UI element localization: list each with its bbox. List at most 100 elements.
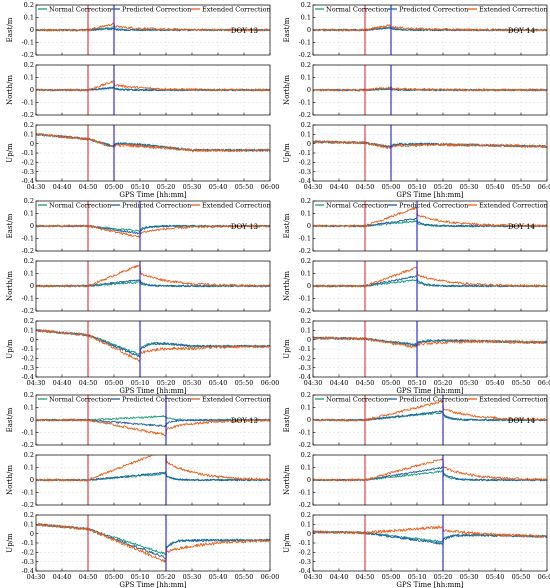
y-tick-label: -0.1 [21, 149, 34, 157]
series-lines [36, 22, 270, 32]
y-tick-label: 0.1 [301, 210, 311, 218]
y-tick-label: -0.2 [298, 307, 311, 315]
y-tick-label: -0.2 [21, 51, 34, 59]
x-tick-label: 04:50 [79, 379, 98, 387]
y-tick-label: 0 [307, 336, 311, 344]
y-tick-label: -0.3 [298, 558, 311, 566]
panel-up: 04:30 04:40 04:50 05:00 05:10 05:20 05:30 05:40… [6, 317, 279, 387]
panel-up: 04:30 04:40 04:50 05:00 05:10 05:20 05:30 05:40… [283, 317, 550, 387]
y-tick-label: 0 [30, 476, 34, 484]
y-tick-label: 0.1 [24, 210, 34, 218]
series-line-extended [36, 523, 270, 563]
series-line-extended [36, 80, 270, 92]
x-tick-label: 04:40 [53, 183, 72, 191]
x-tick-label: 04:40 [53, 379, 72, 387]
y-tick-label: -0.1 [298, 295, 311, 303]
doy-label: DOY 14 [508, 417, 536, 425]
y-tick-label: 0.2 [24, 391, 34, 399]
series-line-predicted [313, 275, 547, 288]
legend: Normal Correction Predicted Correction Ext… [315, 6, 548, 14]
x-tick-label: 05:20 [157, 379, 176, 387]
y-tick-label: 0.1 [24, 270, 34, 278]
y-tick-label: -0.4 [298, 373, 311, 381]
y-tick-label: -0.1 [21, 429, 34, 437]
series-lines [36, 455, 270, 482]
x-tick-label: 04:30 [304, 183, 323, 191]
legend-entry-normal: Normal Correction [326, 396, 388, 404]
y-tick-label: 0.2 [301, 61, 311, 69]
x-tick-label: 05:40 [486, 573, 505, 581]
y-tick-label: 0 [307, 86, 311, 94]
y-tick-label: 0 [307, 416, 311, 424]
y-tick-label: 0 [30, 26, 34, 34]
y-axis-label: North/m [6, 75, 14, 105]
y-tick-label: 0.2 [301, 317, 311, 325]
x-tick-label: 05:50 [235, 183, 254, 191]
y-tick-label: 0.1 [24, 74, 34, 82]
y-tick-label: 0.2 [24, 317, 34, 325]
doy-label: DOY 14 [508, 27, 536, 35]
y-tick-label: -0.2 [298, 549, 311, 557]
y-tick-label: -0.1 [298, 429, 311, 437]
legend-entry-normal: Normal Correction [326, 6, 388, 14]
y-tick-label: -0.1 [298, 345, 311, 353]
legend-entry-extended: Extended Correction [202, 396, 271, 404]
x-tick-label: 06:00 [538, 573, 550, 581]
y-tick-label: -0.4 [21, 373, 34, 381]
x-tick-label: 05:20 [434, 183, 453, 191]
panel-frame [35, 320, 271, 378]
doy-label: DOY 13 [231, 417, 258, 425]
y-tick-label: 0.1 [24, 521, 34, 529]
legend-entry-normal: Normal Correction [49, 6, 111, 14]
y-tick-label: -0.4 [21, 177, 34, 185]
legend-entry-predicted: Predicted Correction [399, 6, 468, 14]
x-tick-label: 05:50 [235, 573, 254, 581]
x-tick-label: 04:30 [304, 379, 323, 387]
x-tick-label: 05:00 [382, 573, 401, 581]
doy-label: DOY 14 [508, 223, 536, 231]
series-line-extended [313, 525, 547, 538]
x-tick-label: 05:00 [105, 379, 124, 387]
y-tick-label: 0.2 [301, 451, 311, 459]
series-line-extended [313, 266, 547, 288]
x-tick-label: 05:00 [105, 573, 124, 581]
x-tick-label: 05:40 [209, 573, 228, 581]
x-axis-title: GPS Time [hh:mm] [119, 387, 187, 395]
legend-entry-normal: Normal Correction [49, 202, 111, 210]
series-line-predicted [36, 418, 270, 428]
x-tick-label: 06:00 [538, 183, 550, 191]
x-tick-label: 04:40 [330, 573, 349, 581]
y-tick-label: -0.2 [21, 159, 34, 167]
legend-entry-extended: Extended Correction [479, 202, 548, 210]
x-tick-label: 05:10 [408, 183, 427, 191]
panel-frame [312, 124, 548, 182]
x-tick-label: 05:00 [105, 183, 124, 191]
series-line-extended [36, 22, 270, 32]
y-tick-label: -0.4 [298, 177, 311, 185]
x-tick-label: 05:50 [512, 379, 531, 387]
y-tick-label: -0.1 [21, 539, 34, 547]
x-axis-title: GPS Time [hh:mm] [396, 191, 464, 199]
series-lines [313, 525, 547, 546]
y-tick-label: -0.2 [21, 549, 34, 557]
panel-east: -0.2 -0.1 0 0.1 0.2 East/m Normal Correction Pr… [6, 391, 271, 449]
y-tick-label: -0.2 [298, 501, 311, 509]
y-tick-label: 0.2 [301, 391, 311, 399]
x-tick-label: 06:00 [261, 183, 280, 191]
panel-frame [35, 124, 271, 182]
x-tick-label: 05:10 [408, 379, 427, 387]
panel-north: -0.2 -0.1 0 0.1 0.2 North/m [6, 257, 271, 315]
y-axis-label: East/m [6, 213, 14, 238]
y-tick-label: 0 [30, 530, 34, 538]
series-line-extended [313, 457, 547, 482]
x-tick-label: 06:00 [261, 379, 280, 387]
y-tick-label: 0.1 [24, 14, 34, 22]
panel-north: -0.2 -0.1 0 0.1 0.2 North/m [283, 451, 548, 509]
panel-north: -0.2 -0.1 0 0.1 0.2 North/m [6, 61, 271, 119]
y-axis-label: Up/m [283, 143, 291, 163]
x-tick-label: 04:50 [356, 379, 375, 387]
x-tick-label: 05:20 [434, 573, 453, 581]
y-tick-label: -0.1 [21, 489, 34, 497]
